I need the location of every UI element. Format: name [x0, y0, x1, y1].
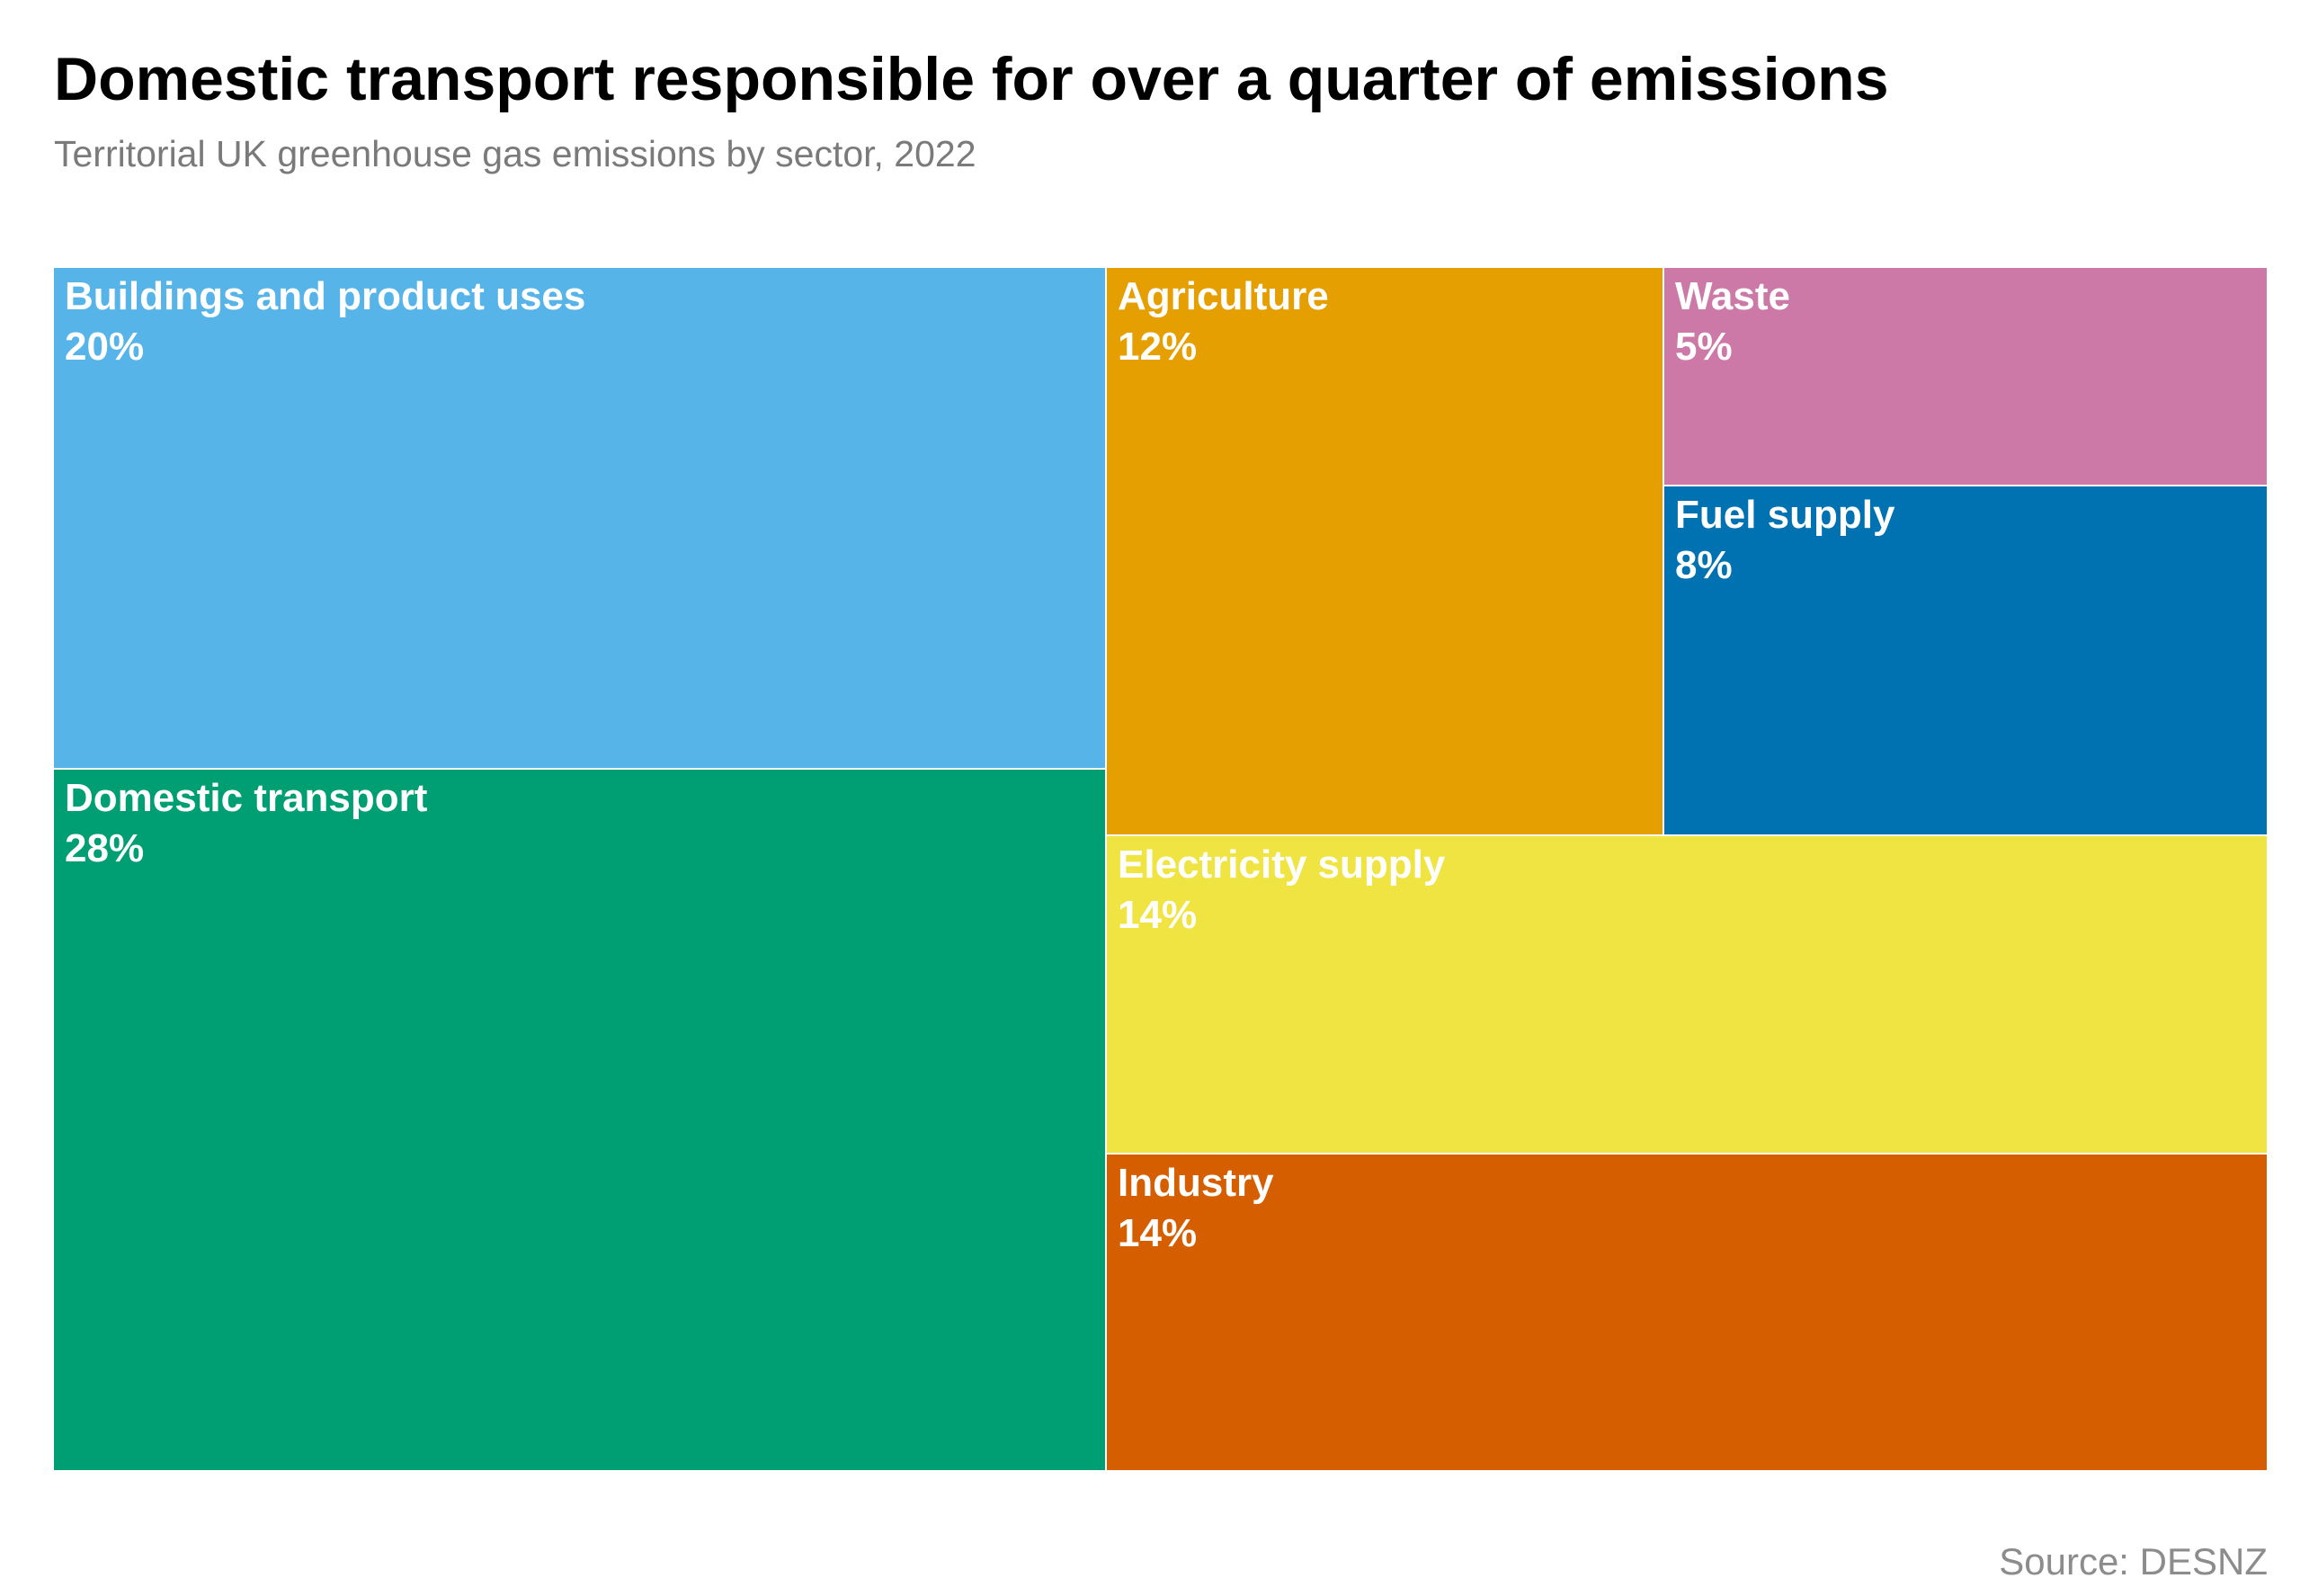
tile-value: 28% [65, 826, 145, 870]
tile-industry: Industry 14% [1106, 1154, 2268, 1471]
source-note: Source: DESNZ [1999, 1540, 2268, 1583]
tile-value: 14% [1118, 1211, 1198, 1255]
tile-label: Industry 14% [1118, 1158, 1274, 1259]
tile-name: Fuel supply [1675, 493, 1895, 537]
treemap-chart: Buildings and product uses 20% Domestic tr… [53, 267, 2268, 1471]
tile-name: Domestic transport [65, 776, 428, 820]
tile-label: Waste 5% [1675, 272, 1790, 372]
tile-label: Domestic transport 28% [65, 773, 427, 874]
tile-value: 12% [1118, 325, 1198, 369]
tile-buildings-and-product-uses: Buildings and product uses 20% [53, 267, 1106, 769]
tile-domestic-transport: Domestic transport 28% [53, 769, 1106, 1471]
tile-name: Agriculture [1118, 274, 1329, 318]
tile-electricity-supply: Electricity supply 14% [1106, 835, 2268, 1154]
chart-title: Domestic transport responsible for over … [54, 45, 1889, 113]
tile-name: Electricity supply [1118, 843, 1446, 887]
tile-name: Buildings and product uses [65, 274, 586, 318]
tile-label: Agriculture 12% [1118, 272, 1329, 372]
tile-label: Fuel supply 8% [1675, 490, 1894, 591]
tile-fuel-supply: Fuel supply 8% [1663, 486, 2268, 835]
tile-name: Waste [1675, 274, 1790, 318]
tile-agriculture: Agriculture 12% [1106, 267, 1663, 835]
tile-label: Electricity supply 14% [1118, 840, 1445, 941]
tile-waste: Waste 5% [1663, 267, 2268, 486]
tile-value: 5% [1675, 325, 1733, 369]
chart-subtitle: Territorial UK greenhouse gas emissions … [54, 133, 976, 174]
tile-value: 14% [1118, 893, 1198, 937]
tile-value: 20% [65, 325, 145, 369]
tile-value: 8% [1675, 543, 1733, 587]
tile-label: Buildings and product uses 20% [65, 272, 585, 372]
tile-name: Industry [1118, 1161, 1274, 1205]
